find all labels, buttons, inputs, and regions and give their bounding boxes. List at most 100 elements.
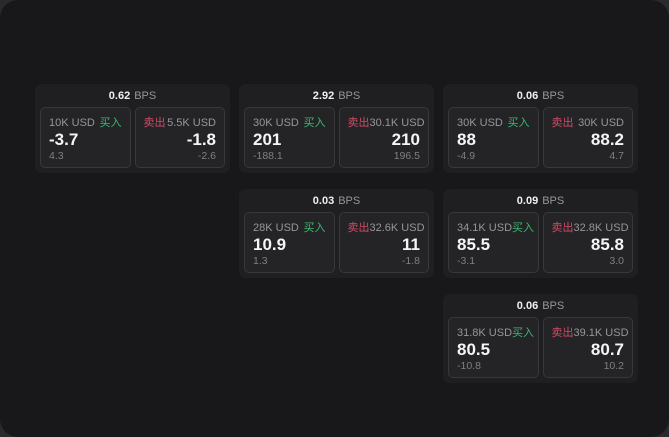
sell-side-label: 卖出 <box>143 117 166 129</box>
buy-amount: 30K USD <box>457 117 503 129</box>
buy-amount: 28K USD <box>253 222 299 234</box>
quote-panels: 28K USD 买入 10.9 1.3 卖出 32.6K USD 11 -1.8 <box>244 212 429 273</box>
sell-meta-row: 卖出 39.1K USD <box>551 324 629 340</box>
spread-value: 2.92 <box>312 90 335 102</box>
sell-quote-panel[interactable]: 卖出 5.5K USD -1.8 -2.6 <box>134 107 225 168</box>
sell-meta-row: 卖出 5.5K USD <box>144 114 217 130</box>
sell-side-label: 卖出 <box>551 222 574 234</box>
sell-side-label: 卖出 <box>551 327 574 339</box>
spread-value: 0.09 <box>516 195 539 207</box>
spread-header: 0.06 BPS <box>448 298 633 315</box>
buy-price: 201 <box>253 130 282 149</box>
buy-side-label: 买入 <box>512 222 535 234</box>
bps-label: BPS <box>542 300 565 312</box>
buy-delta: -188.1 <box>253 150 283 162</box>
sell-meta-row: 卖出 30K USD <box>552 114 625 130</box>
quote-card: 0.62 BPS 10K USD 买入 -3.7 4.3 卖出 5.5K USD … <box>35 84 230 173</box>
buy-meta-row: 30K USD 买入 <box>457 114 530 130</box>
quote-card: 0.06 BPS 30K USD 买入 88 -4.9 卖出 30K USD 88… <box>443 84 638 173</box>
sell-quote-panel[interactable]: 卖出 30.1K USD 210 196.5 <box>338 107 429 168</box>
bps-label: BPS <box>338 90 361 102</box>
buy-price: 88 <box>457 130 476 149</box>
buy-side-label: 买入 <box>303 222 326 234</box>
quote-card-grid: 0.62 BPS 10K USD 买入 -3.7 4.3 卖出 5.5K USD … <box>35 84 638 383</box>
quote-panels: 34.1K USD 买入 85.5 -3.1 卖出 32.8K USD 85.8… <box>448 212 633 273</box>
buy-delta: 1.3 <box>253 255 268 267</box>
buy-meta-row: 30K USD 买入 <box>253 114 326 130</box>
sell-price: -1.8 <box>186 130 216 149</box>
sell-quote-panel[interactable]: 卖出 32.6K USD 11 -1.8 <box>338 212 429 273</box>
buy-price: 80.5 <box>457 340 491 359</box>
bps-label: BPS <box>134 90 157 102</box>
sell-meta-row: 卖出 32.6K USD <box>347 219 425 235</box>
buy-delta: 4.3 <box>49 150 64 162</box>
sell-delta: 10.2 <box>603 360 624 372</box>
buy-quote-panel[interactable]: 10K USD 买入 -3.7 4.3 <box>40 107 131 168</box>
buy-meta-row: 31.8K USD 买入 <box>457 324 534 340</box>
buy-meta-row: 34.1K USD 买入 <box>457 219 534 235</box>
bps-label: BPS <box>338 195 361 207</box>
quote-card: 2.92 BPS 30K USD 买入 201 -188.1 卖出 30.1K U… <box>239 84 434 173</box>
buy-delta: -10.8 <box>457 360 481 372</box>
buy-price: 85.5 <box>457 235 491 254</box>
sell-amount: 32.8K USD <box>573 222 629 234</box>
bps-label: BPS <box>542 90 565 102</box>
quote-card: 0.09 BPS 34.1K USD 买入 85.5 -3.1 卖出 32.8K … <box>443 189 638 278</box>
bps-label: BPS <box>542 195 565 207</box>
sell-price: 80.7 <box>590 340 624 359</box>
sell-delta: 4.7 <box>609 150 624 162</box>
quote-panels: 30K USD 买入 201 -188.1 卖出 30.1K USD 210 1… <box>244 107 429 168</box>
sell-delta: 3.0 <box>609 255 624 267</box>
sell-side-label: 卖出 <box>347 222 370 234</box>
buy-side-label: 买入 <box>512 327 535 339</box>
sell-quote-panel[interactable]: 卖出 30K USD 88.2 4.7 <box>542 107 633 168</box>
buy-quote-panel[interactable]: 31.8K USD 买入 80.5 -10.8 <box>448 317 539 378</box>
spread-header: 0.62 BPS <box>40 88 225 105</box>
sell-quote-panel[interactable]: 卖出 39.1K USD 80.7 10.2 <box>542 317 633 378</box>
sell-quote-panel[interactable]: 卖出 32.8K USD 85.8 3.0 <box>542 212 633 273</box>
buy-quote-panel[interactable]: 30K USD 买入 201 -188.1 <box>244 107 335 168</box>
buy-amount: 30K USD <box>253 117 299 129</box>
sell-amount: 39.1K USD <box>573 327 629 339</box>
sell-delta: -1.8 <box>401 255 420 267</box>
sell-amount: 30K USD <box>578 117 624 129</box>
spread-header: 0.03 BPS <box>244 193 429 210</box>
sell-amount: 30.1K USD <box>369 117 425 129</box>
buy-delta: -4.9 <box>457 150 476 162</box>
quote-panels: 30K USD 买入 88 -4.9 卖出 30K USD 88.2 4.7 <box>448 107 633 168</box>
buy-amount: 31.8K USD <box>457 327 513 339</box>
buy-quote-panel[interactable]: 30K USD 买入 88 -4.9 <box>448 107 539 168</box>
buy-side-label: 买入 <box>507 117 530 129</box>
buy-side-label: 买入 <box>99 117 122 129</box>
buy-price: -3.7 <box>49 130 79 149</box>
quote-panels: 10K USD 买入 -3.7 4.3 卖出 5.5K USD -1.8 -2.… <box>40 107 225 168</box>
sell-delta: -2.6 <box>197 150 216 162</box>
sell-meta-row: 卖出 32.8K USD <box>551 219 629 235</box>
buy-price: 10.9 <box>253 235 287 254</box>
buy-quote-panel[interactable]: 34.1K USD 买入 85.5 -3.1 <box>448 212 539 273</box>
sell-price: 85.8 <box>590 235 624 254</box>
sell-delta: 196.5 <box>393 150 420 162</box>
spread-value: 0.62 <box>108 90 131 102</box>
buy-amount: 10K USD <box>49 117 95 129</box>
spread-header: 2.92 BPS <box>244 88 429 105</box>
spread-header: 0.06 BPS <box>448 88 633 105</box>
sell-amount: 5.5K USD <box>167 117 216 129</box>
spread-value: 0.06 <box>516 90 539 102</box>
sell-price: 210 <box>391 130 420 149</box>
buy-meta-row: 10K USD 买入 <box>49 114 122 130</box>
spread-value: 0.03 <box>312 195 335 207</box>
spread-value: 0.06 <box>516 300 539 312</box>
quote-card: 0.03 BPS 28K USD 买入 10.9 1.3 卖出 32.6K USD… <box>239 189 434 278</box>
buy-quote-panel[interactable]: 28K USD 买入 10.9 1.3 <box>244 212 335 273</box>
sell-side-label: 卖出 <box>347 117 370 129</box>
sell-amount: 32.6K USD <box>369 222 425 234</box>
sell-meta-row: 卖出 30.1K USD <box>347 114 425 130</box>
buy-side-label: 买入 <box>303 117 326 129</box>
sell-side-label: 卖出 <box>551 117 574 129</box>
buy-delta: -3.1 <box>457 255 476 267</box>
buy-amount: 34.1K USD <box>457 222 513 234</box>
quote-card: 0.06 BPS 31.8K USD 买入 80.5 -10.8 卖出 39.1K… <box>443 294 638 383</box>
buy-meta-row: 28K USD 买入 <box>253 219 326 235</box>
